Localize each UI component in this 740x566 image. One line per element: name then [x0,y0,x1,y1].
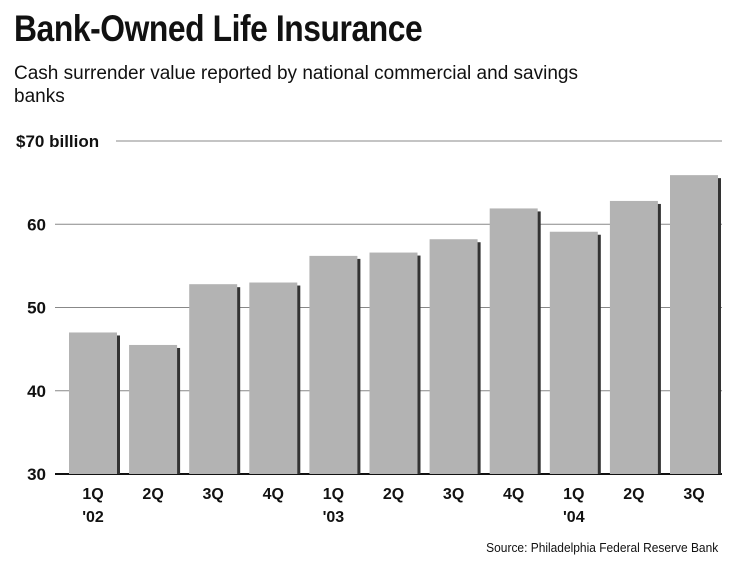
x-tick-label: 2Q [142,486,163,503]
bar [670,175,718,474]
bar [129,344,178,474]
x-tick-label: 1Q [563,486,584,503]
chart-subtitle: Cash surrender value reported by nationa… [14,63,578,107]
x-tick-label: 3Q [683,486,704,503]
y-tick-label: 50 [27,299,46,318]
y-axis-ticks: 30 40 50 60 $70 billion [16,132,99,484]
x-tick-label: 3Q [203,486,224,503]
x-tick-label: 2Q [383,486,404,503]
y-tick-label: 40 [27,382,46,401]
x-tick-label: 4Q [263,486,284,503]
bar [69,332,117,474]
x-tick-label: 1Q [323,486,344,503]
bar [609,200,658,474]
y-tick-label: 60 [27,215,46,234]
bar [189,284,238,474]
x-tick-label: 4Q [503,486,524,503]
bar [489,208,538,474]
bar [369,252,418,474]
y-tick-label: 30 [27,465,46,484]
bar [429,239,478,474]
x-tick-year-label: '02 [82,509,104,526]
x-tick-year-label: '03 [323,509,345,526]
bar [309,255,358,474]
x-axis-labels: 1Q '02 2Q 3Q 4Q 1Q '03 2Q 3Q 4Q 1Q '04 2Q 3Q [82,486,704,526]
bar [249,282,298,474]
bars [69,175,721,474]
y-tick-label: $70 billion [16,132,99,151]
x-tick-label: 1Q [82,486,103,503]
source-note: Source: Philadelphia Federal Reserve Ban… [485,540,718,555]
bar [549,231,598,474]
x-tick-year-label: '04 [563,509,585,526]
x-tick-label: 3Q [443,486,464,503]
x-tick-label: 2Q [623,486,644,503]
chart-title: Bank-Owned Life Insurance [14,8,423,49]
